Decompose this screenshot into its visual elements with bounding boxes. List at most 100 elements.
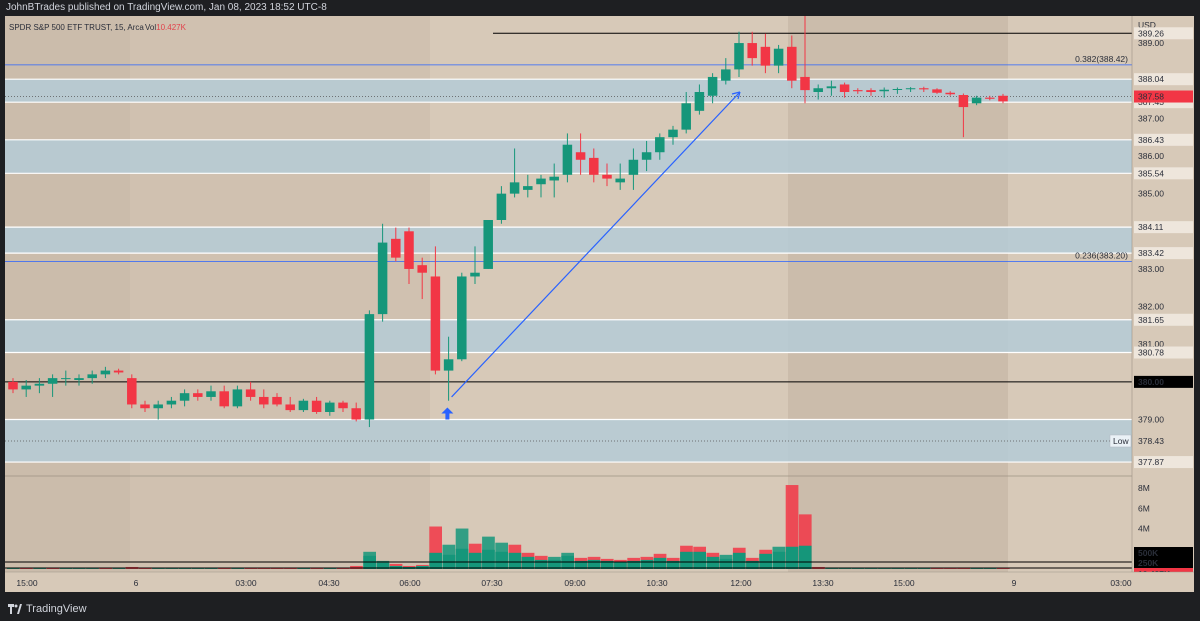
volume-badge (1134, 547, 1193, 558)
level-label-bg (1134, 313, 1193, 326)
candle-body (483, 220, 493, 269)
volume-bar-overlay (455, 548, 469, 569)
price-chart[interactable]: 0.382(388.42) 0.236(383.20) USD 389.00 387.0… (5, 16, 1194, 592)
candle-body (773, 48, 784, 66)
price-tick: 387.00 (1138, 113, 1164, 123)
candle-body (61, 378, 71, 380)
last-price-label: 387.58 (1138, 92, 1164, 102)
candle-body (325, 402, 335, 412)
candle-body (536, 178, 546, 185)
hline-badge (1134, 375, 1193, 388)
candle-body (694, 92, 705, 111)
candle-body (509, 182, 520, 194)
volume-bar-overlay (416, 565, 429, 569)
candle-body (628, 159, 639, 175)
arrow-up-icon (441, 407, 454, 420)
level-label-bg (1134, 73, 1193, 86)
support-zone (5, 319, 1132, 353)
volume-bar (112, 568, 126, 569)
candle-body (641, 152, 652, 160)
level-label-bg (1134, 133, 1193, 146)
last-price-badge (1134, 90, 1193, 103)
candle-body (866, 90, 876, 92)
time-tick: 06:00 (399, 578, 421, 588)
candle-body (47, 378, 58, 384)
branding-bar: TradingView (0, 598, 1200, 621)
candle-body (905, 88, 916, 90)
volume-bar-overlay (627, 560, 640, 569)
tradingview-logo[interactable]: TradingView (8, 603, 87, 615)
candle-body (549, 176, 559, 181)
volume-bar-overlay (706, 556, 720, 569)
price-tick: 379.00 (1138, 415, 1164, 425)
symbol-label[interactable]: SPDR S&P 500 ETF TRUST, 15, Arca (9, 23, 144, 32)
low-marker-value: 378.43 (1138, 436, 1164, 446)
candle-body (747, 43, 757, 59)
candle-body (417, 265, 427, 273)
candle-body (575, 152, 586, 160)
candle-body (839, 84, 850, 92)
price-axis (1132, 16, 1194, 572)
currency-label: USD (1138, 20, 1156, 30)
candle-body (998, 95, 1008, 102)
candle-body (721, 69, 731, 81)
volume-bar-overlay (508, 552, 522, 569)
session-shade (5, 16, 130, 572)
level-label: 384.11 (1138, 222, 1164, 232)
candle-body (919, 88, 929, 90)
candle-body (443, 359, 454, 371)
candle-body (153, 404, 163, 409)
chart-area[interactable]: 0.382(388.42) 0.236(383.20) USD 389.00 387.0… (5, 16, 1194, 592)
candle-body (430, 276, 441, 371)
volume-bar (904, 568, 918, 569)
volume-bar-overlay (495, 551, 508, 569)
level-label-bg (1134, 456, 1193, 469)
candle-body (879, 89, 889, 92)
candle-body (681, 103, 691, 130)
volume-bar-overlay (534, 559, 548, 569)
candle-body (853, 90, 863, 92)
candle-body (206, 391, 216, 397)
candle-body (971, 97, 982, 104)
price-tick: 385.00 (1138, 189, 1164, 199)
candle-body (707, 76, 718, 96)
candle-body (179, 393, 190, 401)
attribution-bar: JohnBTrades published on TradingView.com… (0, 0, 1200, 16)
volume-bar-overlay (640, 559, 654, 569)
candle-body (985, 97, 995, 99)
level-label-bg (1134, 27, 1193, 40)
volume-bar-overlay (746, 560, 759, 569)
candle-body (602, 174, 612, 179)
candle-body (787, 46, 797, 81)
candle-body (813, 88, 823, 92)
candle-body (589, 157, 599, 175)
volume-bar-overlay (785, 546, 799, 569)
low-marker-bg (1109, 434, 1132, 448)
candle-body (166, 400, 177, 405)
volume-bar-overlay (719, 558, 733, 569)
time-tick: 6 (134, 578, 139, 588)
support-zone (5, 227, 1132, 254)
level-label-bg (1134, 346, 1193, 359)
time-tick: 9 (1012, 578, 1017, 588)
volume-bar-overlay (587, 559, 601, 569)
level-label-bg (1134, 167, 1193, 180)
tradingview-logo-icon (8, 604, 22, 614)
volume-bar-overlay (600, 560, 614, 569)
volume-bar-overlay (732, 552, 746, 569)
candle-body (245, 389, 256, 397)
candle-body (377, 242, 388, 315)
candle-body (364, 314, 375, 420)
candle-body (127, 378, 137, 405)
candle-body (87, 374, 97, 379)
candle-body (232, 389, 243, 407)
candle-body (259, 396, 269, 405)
level-label-bg (1134, 221, 1193, 234)
volume-bar (72, 568, 86, 569)
volume-bar-overlay (429, 552, 442, 569)
volume-bar-overlay (680, 551, 693, 569)
volume-badge-label: 500K (1138, 548, 1159, 558)
candle-body (800, 76, 810, 91)
tradingview-brand: TradingView (26, 603, 87, 615)
volume-bar-overlay (693, 551, 706, 569)
